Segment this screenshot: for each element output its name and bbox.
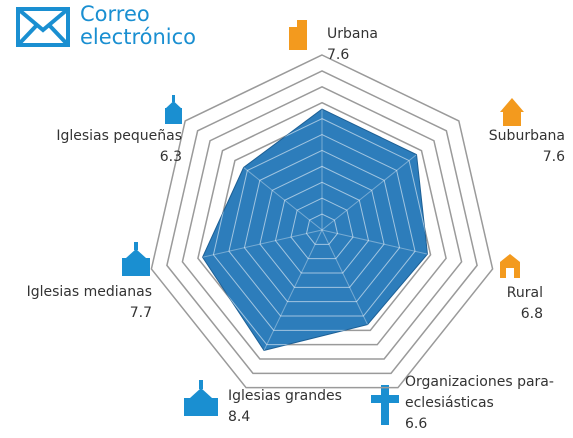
- icons: [16, 7, 524, 425]
- axis-label: Rural 6.8: [423, 283, 543, 325]
- grid-ring-inner: [274, 181, 370, 274]
- church-large-icon: [184, 398, 218, 416]
- spoke: [321, 229, 428, 270]
- spoke: [202, 229, 323, 270]
- grid-ring-inner: [305, 213, 339, 245]
- church-medium-roof: [126, 249, 146, 258]
- church-small-roof: [165, 101, 182, 109]
- urban-icon-top: [297, 20, 307, 28]
- suburban-icon-roof: [500, 98, 524, 112]
- value-label: 6.3: [159, 149, 182, 165]
- cross-icon: [371, 385, 399, 425]
- church-small-cross: [172, 95, 175, 102]
- category-label: Suburbana: [488, 128, 565, 144]
- value-label: 7.7: [129, 305, 152, 321]
- axis-label: Urbana 7.6: [327, 24, 447, 66]
- email-icon-lines: [16, 7, 70, 47]
- rural-icon: [500, 254, 520, 278]
- axis-label: Suburbana 7.6: [445, 126, 565, 168]
- church-large-cross: [199, 380, 203, 389]
- grid-ring: [166, 70, 478, 375]
- email-icon: [16, 7, 70, 47]
- category-label: Iglesias pequeñas: [56, 128, 182, 144]
- axis-label: Iglesias medianas 7.7: [0, 282, 152, 324]
- category-label: Iglesias medianas: [26, 284, 152, 300]
- axis-label: Iglesias grandes 8.4: [228, 386, 378, 428]
- axis-label: Iglesias pequeñas 6.3: [12, 126, 182, 168]
- church-large-roof: [190, 388, 212, 398]
- value-label: 6.8: [520, 306, 543, 322]
- grid-ring: [150, 54, 494, 389]
- spoke: [321, 229, 399, 351]
- grid-ring-inner: [243, 149, 401, 303]
- value-label: 6.6: [405, 416, 428, 432]
- category-label: Organizaciones para-eclesiásticas: [405, 374, 554, 411]
- grid-ring-inner: [290, 197, 354, 260]
- church-small-icon: [165, 108, 182, 124]
- grid-ring-inner: [228, 133, 416, 317]
- church-medium-icon: [122, 258, 150, 276]
- rural-icon-door: [506, 268, 514, 278]
- spoke: [321, 120, 428, 231]
- value-label: 7.6: [327, 47, 350, 63]
- radar-area: [202, 108, 428, 351]
- category-label: Urbana: [327, 26, 378, 42]
- grid-ring: [197, 101, 447, 346]
- grid-ring: [181, 85, 463, 360]
- urban-icon: [289, 27, 307, 50]
- value-label: 8.4: [228, 409, 251, 425]
- category-label: Rural: [506, 285, 543, 301]
- chart-title: Correo electrónico: [80, 2, 197, 49]
- axis-label: Organizaciones para-eclesiásticas 6.6: [405, 372, 555, 435]
- category-label: Iglesias grandes: [228, 388, 342, 404]
- inner-grid: [202, 109, 428, 351]
- suburban-icon: [503, 111, 521, 126]
- value-label: 7.6: [542, 149, 565, 165]
- grid-ring-inner: [259, 165, 385, 288]
- spoke: [245, 229, 323, 351]
- church-medium-cross: [134, 242, 138, 250]
